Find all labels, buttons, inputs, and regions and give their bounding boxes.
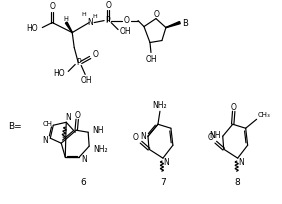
Text: P: P xyxy=(105,16,109,25)
Text: OH: OH xyxy=(145,55,157,64)
Text: N: N xyxy=(65,113,71,122)
Text: O: O xyxy=(105,1,111,10)
Polygon shape xyxy=(65,22,72,33)
Text: N: N xyxy=(238,158,244,167)
Text: 6: 6 xyxy=(80,177,86,187)
Text: O: O xyxy=(133,133,139,142)
Text: O: O xyxy=(92,50,98,59)
Text: N: N xyxy=(87,18,93,27)
Text: O: O xyxy=(124,16,130,25)
Text: O: O xyxy=(231,103,237,112)
Text: NH₂: NH₂ xyxy=(153,101,167,110)
Text: H: H xyxy=(93,14,98,19)
Text: NH: NH xyxy=(209,131,221,140)
Text: B: B xyxy=(182,19,188,28)
Text: N: N xyxy=(163,158,169,167)
Text: 7: 7 xyxy=(160,177,166,187)
Text: 8: 8 xyxy=(235,177,241,187)
Text: O: O xyxy=(49,2,55,11)
Text: P: P xyxy=(76,58,81,67)
Text: NH: NH xyxy=(92,126,104,135)
Text: B=: B= xyxy=(8,122,22,131)
Text: H: H xyxy=(82,12,87,17)
Text: O: O xyxy=(154,10,160,19)
Text: OH: OH xyxy=(80,76,92,85)
Polygon shape xyxy=(166,22,180,28)
Text: N: N xyxy=(81,155,87,164)
Text: N: N xyxy=(42,136,48,145)
Text: HO: HO xyxy=(27,24,38,33)
Text: CH₃: CH₃ xyxy=(257,112,270,118)
Text: H: H xyxy=(64,16,69,22)
Text: O: O xyxy=(74,111,80,120)
Text: N: N xyxy=(140,132,146,141)
Text: NH₂: NH₂ xyxy=(93,145,107,154)
Text: OH: OH xyxy=(119,27,131,36)
Text: HO: HO xyxy=(54,69,65,78)
Text: CH: CH xyxy=(42,121,52,127)
Text: O: O xyxy=(208,133,214,142)
